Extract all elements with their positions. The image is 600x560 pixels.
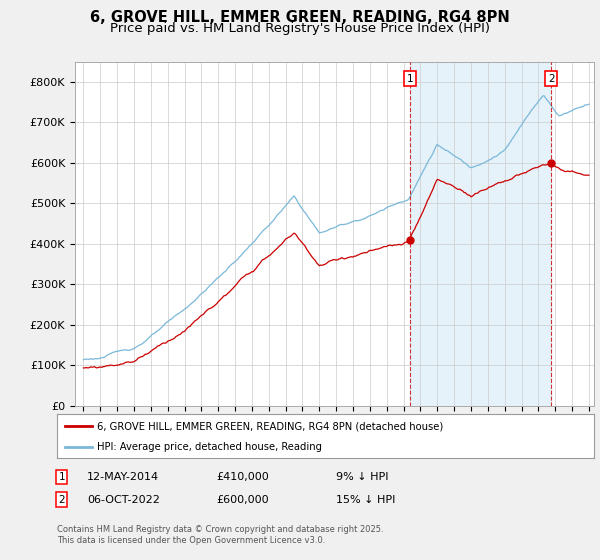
Text: 6, GROVE HILL, EMMER GREEN, READING, RG4 8PN: 6, GROVE HILL, EMMER GREEN, READING, RG4… [90, 10, 510, 25]
Text: HPI: Average price, detached house, Reading: HPI: Average price, detached house, Read… [97, 442, 322, 452]
Text: 06-OCT-2022: 06-OCT-2022 [87, 494, 160, 505]
Text: £410,000: £410,000 [216, 472, 269, 482]
Text: 9% ↓ HPI: 9% ↓ HPI [336, 472, 389, 482]
Text: 12-MAY-2014: 12-MAY-2014 [87, 472, 159, 482]
Text: 6, GROVE HILL, EMMER GREEN, READING, RG4 8PN (detached house): 6, GROVE HILL, EMMER GREEN, READING, RG4… [97, 421, 443, 431]
Text: Price paid vs. HM Land Registry's House Price Index (HPI): Price paid vs. HM Land Registry's House … [110, 22, 490, 35]
Text: 15% ↓ HPI: 15% ↓ HPI [336, 494, 395, 505]
Text: 1: 1 [407, 74, 413, 84]
Text: Contains HM Land Registry data © Crown copyright and database right 2025.
This d: Contains HM Land Registry data © Crown c… [57, 525, 383, 545]
Text: 2: 2 [548, 74, 554, 84]
Text: 2: 2 [58, 494, 65, 505]
Bar [410, 62, 551, 406]
Text: 1: 1 [58, 472, 65, 482]
Text: £600,000: £600,000 [216, 494, 269, 505]
